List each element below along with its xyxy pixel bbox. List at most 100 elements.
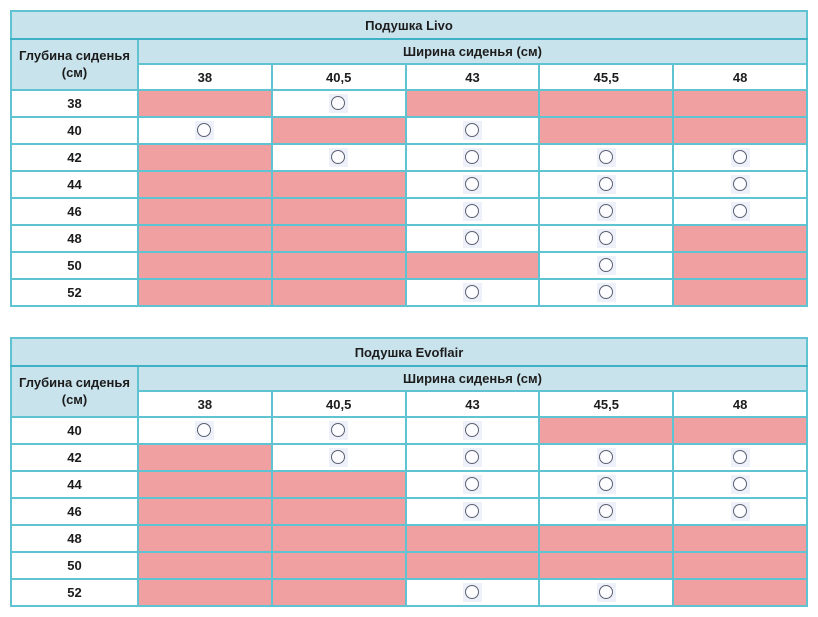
available-circle-icon: [596, 283, 616, 302]
availability-cell: [137, 116, 273, 145]
column-header: 38: [137, 390, 273, 418]
availability-cell: [270, 224, 407, 253]
available-circle-icon: [462, 283, 482, 302]
availability-cell: [270, 170, 407, 199]
availability-cell: [404, 551, 541, 580]
table-row: 52: [10, 278, 808, 307]
availability-cell: [672, 251, 808, 280]
available-circle-icon: [596, 202, 616, 221]
availability-cell: [270, 197, 407, 226]
availability-cell: [270, 89, 407, 118]
available-circle-icon: [596, 448, 616, 467]
table-row: 46: [10, 497, 808, 526]
available-circle-icon: [730, 202, 750, 221]
availability-cell: [404, 224, 541, 253]
availability-cell: [538, 224, 675, 253]
row-depth-label: 52: [10, 578, 139, 607]
available-circle-icon: [730, 475, 750, 494]
availability-cell: [404, 470, 541, 499]
column-header: 43: [404, 390, 541, 418]
column-header: 40,5: [270, 390, 407, 418]
availability-cell: [404, 497, 541, 526]
availability-cell: [404, 197, 541, 226]
availability-cell: [270, 116, 407, 145]
availability-cell: [538, 524, 675, 553]
available-circle-icon: [329, 94, 349, 113]
available-circle-icon: [462, 421, 482, 440]
row-depth-label: 50: [10, 251, 139, 280]
availability-cell: [672, 170, 808, 199]
availability-cell: [270, 143, 407, 172]
availability-cell: [137, 143, 273, 172]
seat-depth-header: Глубина сиденья (см): [10, 38, 139, 91]
available-circle-icon: [730, 502, 750, 521]
availability-cell: [137, 578, 273, 607]
column-header: 48: [672, 63, 808, 91]
availability-cell: [404, 89, 541, 118]
seat-depth-header: Глубина сиденья (см): [10, 365, 139, 418]
availability-cell: [404, 170, 541, 199]
availability-cell: [270, 251, 407, 280]
column-header: 38: [137, 63, 273, 91]
table-row: 40: [10, 416, 808, 445]
availability-cell: [672, 578, 808, 607]
availability-cell: [137, 251, 273, 280]
availability-cell: [672, 116, 808, 145]
availability-cell: [270, 578, 407, 607]
table-title: Подушка Livo: [10, 10, 808, 40]
availability-cell: [404, 524, 541, 553]
availability-cell: [538, 278, 675, 307]
available-circle-icon: [462, 202, 482, 221]
availability-cell: [404, 578, 541, 607]
availability-cell: [538, 578, 675, 607]
availability-cell: [270, 470, 407, 499]
available-circle-icon: [596, 502, 616, 521]
availability-cell: [672, 89, 808, 118]
availability-cell: [538, 170, 675, 199]
availability-cell: [270, 443, 407, 472]
available-circle-icon: [596, 148, 616, 167]
availability-cell: [270, 416, 407, 445]
available-circle-icon: [462, 583, 482, 602]
evoflair-availability-table: Подушка Evoflair Глубина сиденья (см) Ши…: [10, 337, 808, 607]
column-header: 45,5: [538, 390, 675, 418]
table-row: 42: [10, 143, 808, 172]
available-circle-icon: [195, 121, 215, 140]
availability-cell: [538, 416, 675, 445]
table-row: 40: [10, 116, 808, 145]
availability-cell: [672, 551, 808, 580]
available-circle-icon: [730, 148, 750, 167]
available-circle-icon: [462, 475, 482, 494]
row-depth-label: 46: [10, 197, 139, 226]
column-header: 45,5: [538, 63, 675, 91]
available-circle-icon: [730, 448, 750, 467]
availability-cell: [137, 89, 273, 118]
availability-cell: [672, 143, 808, 172]
availability-cell: [538, 251, 675, 280]
availability-cell: [137, 524, 273, 553]
availability-cell: [137, 278, 273, 307]
row-depth-label: 42: [10, 443, 139, 472]
row-depth-label: 46: [10, 497, 139, 526]
availability-cell: [137, 443, 273, 472]
table-row: 44: [10, 470, 808, 499]
availability-cell: [137, 551, 273, 580]
table-row: 52: [10, 578, 808, 607]
availability-cell: [137, 224, 273, 253]
column-header: 40,5: [270, 63, 407, 91]
availability-cell: [538, 197, 675, 226]
table-row: 38: [10, 89, 808, 118]
availability-cell: [404, 278, 541, 307]
row-depth-label: 40: [10, 116, 139, 145]
available-circle-icon: [462, 121, 482, 140]
row-depth-label: 52: [10, 278, 139, 307]
availability-cell: [404, 443, 541, 472]
availability-cell: [672, 443, 808, 472]
available-circle-icon: [596, 175, 616, 194]
table-row: 44: [10, 170, 808, 199]
livo-availability-table: Подушка Livo Глубина сиденья (см) Ширина…: [10, 10, 808, 307]
availability-cell: [404, 143, 541, 172]
availability-cell: [270, 524, 407, 553]
row-depth-label: 42: [10, 143, 139, 172]
